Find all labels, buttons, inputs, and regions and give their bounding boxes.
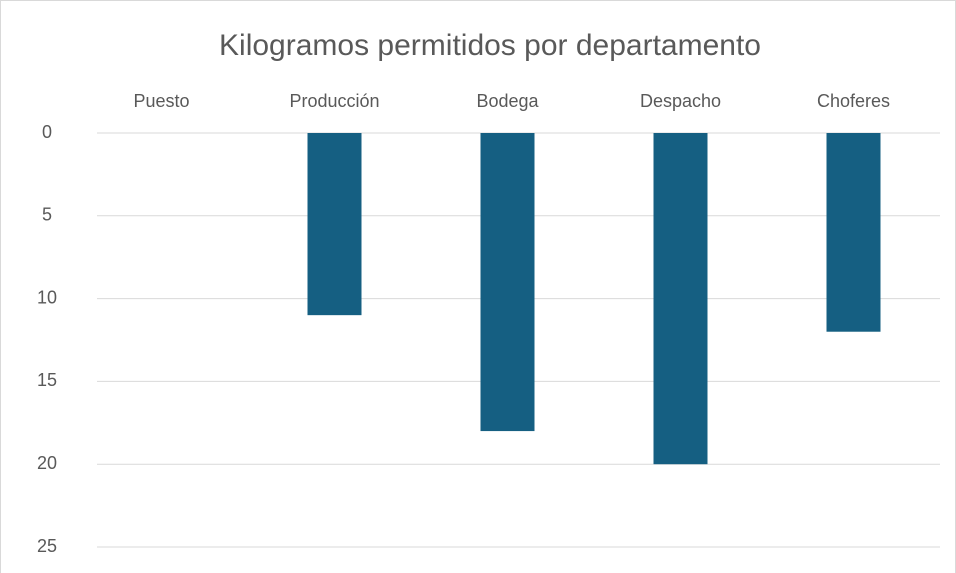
bar <box>653 133 708 465</box>
y-tick-label: 5 <box>42 205 52 225</box>
bar <box>480 133 535 432</box>
x-tick-label: Puesto <box>133 91 189 111</box>
x-tick-label: Choferes <box>817 91 890 111</box>
bar <box>307 133 362 316</box>
y-tick-label: 20 <box>37 453 57 473</box>
y-tick-label: 25 <box>37 536 57 556</box>
x-tick-label: Bodega <box>476 91 539 111</box>
x-tick-label: Despacho <box>640 91 721 111</box>
chart-title: Kilogramos permitidos por departamento <box>219 29 761 62</box>
x-tick-label: Producción <box>289 91 379 111</box>
y-tick-label: 0 <box>42 122 52 142</box>
y-tick-label: 15 <box>37 370 57 390</box>
y-tick-label: 10 <box>37 287 57 307</box>
bar <box>826 133 881 332</box>
